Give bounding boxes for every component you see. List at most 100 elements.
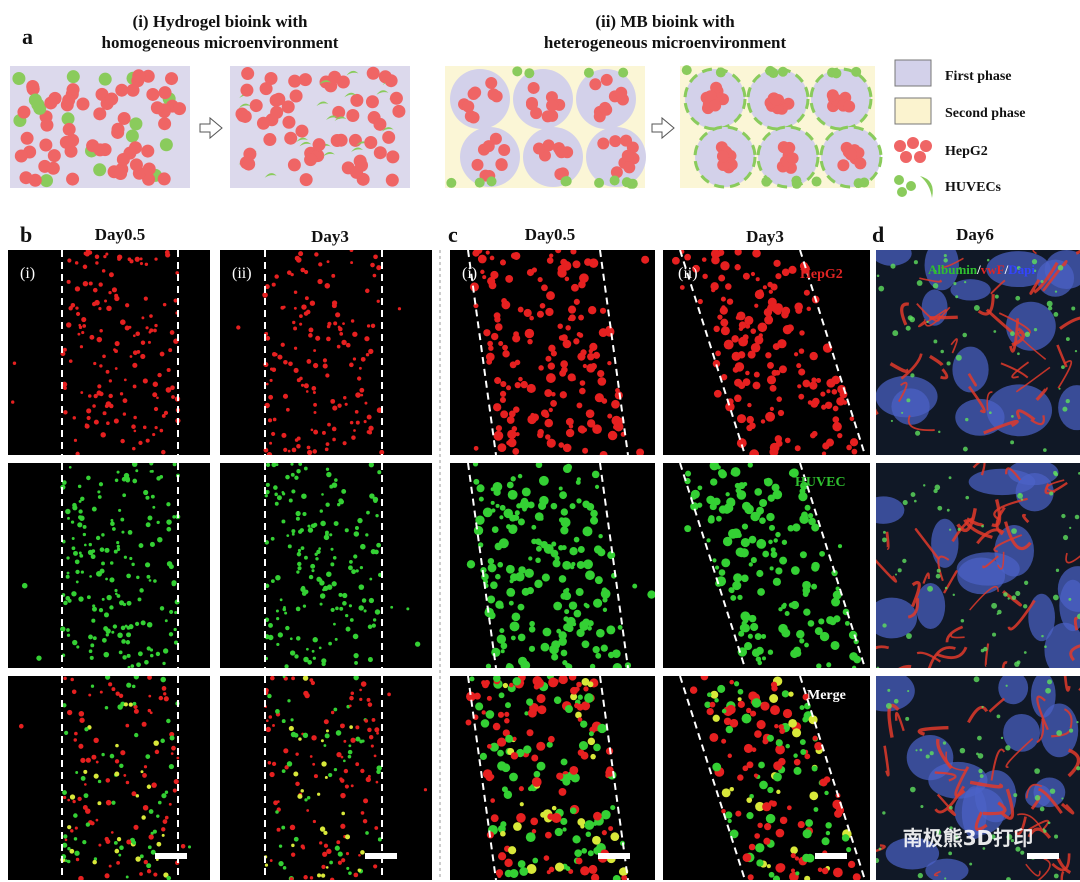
cell (773, 761, 783, 771)
cell (742, 334, 749, 341)
granule (969, 862, 973, 866)
fiber (945, 751, 968, 772)
cell (725, 283, 732, 290)
cell (560, 176, 571, 187)
cell (496, 634, 507, 644)
boundary (467, 250, 497, 455)
cell (555, 146, 568, 159)
cell (287, 699, 291, 703)
cell (105, 778, 111, 783)
granule (917, 872, 924, 879)
cell (355, 762, 360, 767)
cell (591, 470, 600, 479)
cell (350, 784, 354, 788)
cell (265, 489, 270, 495)
cell (800, 749, 807, 755)
cell (264, 494, 268, 498)
cell (330, 607, 335, 613)
granule (1015, 590, 1021, 596)
cell (545, 307, 554, 317)
cell (577, 694, 583, 700)
cell (582, 363, 587, 369)
cell (168, 348, 173, 353)
cell (277, 632, 283, 638)
cell (359, 697, 363, 702)
cell (852, 873, 861, 880)
cell (75, 771, 79, 774)
cell (341, 488, 347, 494)
boundary (467, 676, 497, 880)
granule (1017, 352, 1020, 356)
cell (73, 438, 78, 442)
fiber (1056, 344, 1068, 368)
cell (337, 860, 342, 865)
cell (538, 501, 547, 510)
cell (502, 344, 508, 351)
cell (582, 427, 588, 433)
cell (63, 676, 67, 681)
fiber (1036, 695, 1049, 731)
cell (684, 525, 692, 533)
cell (375, 513, 379, 518)
cell (143, 859, 148, 865)
granule (927, 585, 933, 592)
panel-label: d (872, 222, 884, 247)
cell (725, 725, 734, 734)
microbead (523, 127, 583, 187)
cell (755, 277, 760, 282)
cell (353, 653, 359, 659)
cell (825, 830, 831, 836)
fiber (988, 697, 1006, 713)
cell (168, 632, 174, 637)
cell (103, 651, 110, 658)
granule (905, 716, 910, 721)
cell (81, 330, 85, 335)
cell (546, 257, 554, 264)
cell (351, 569, 357, 575)
cell (352, 331, 358, 337)
cell (150, 101, 164, 115)
cell (490, 798, 496, 803)
cell (164, 790, 169, 794)
cell (300, 546, 305, 550)
cell (671, 256, 680, 265)
cell (719, 306, 728, 315)
cell (109, 403, 114, 409)
cell (333, 767, 338, 772)
cell (493, 403, 502, 412)
granule (897, 568, 902, 573)
cell (327, 422, 331, 427)
fiber (1073, 616, 1079, 631)
fiber (927, 646, 956, 668)
cell (597, 369, 605, 378)
cell (97, 384, 102, 389)
cell (373, 254, 378, 260)
cell (718, 470, 728, 479)
cell (573, 298, 580, 305)
cell (153, 328, 157, 333)
cell (765, 352, 772, 359)
fiber (1014, 816, 1027, 836)
cell (67, 258, 72, 263)
granule (890, 419, 894, 423)
cell (99, 329, 103, 333)
granule (954, 835, 959, 840)
cell (150, 849, 156, 855)
cell (729, 718, 739, 728)
cell (636, 448, 645, 455)
cell (169, 731, 175, 737)
cell (382, 130, 396, 144)
cell (93, 361, 97, 366)
cell (605, 768, 614, 777)
fiber (995, 506, 1006, 536)
cell (788, 691, 794, 697)
cell (113, 418, 119, 424)
cell (66, 83, 80, 97)
cell (849, 438, 859, 447)
cell (104, 873, 110, 879)
cell (321, 661, 326, 667)
fiber (910, 580, 921, 608)
cell (108, 272, 114, 278)
cell (742, 617, 749, 624)
cell (746, 707, 752, 714)
